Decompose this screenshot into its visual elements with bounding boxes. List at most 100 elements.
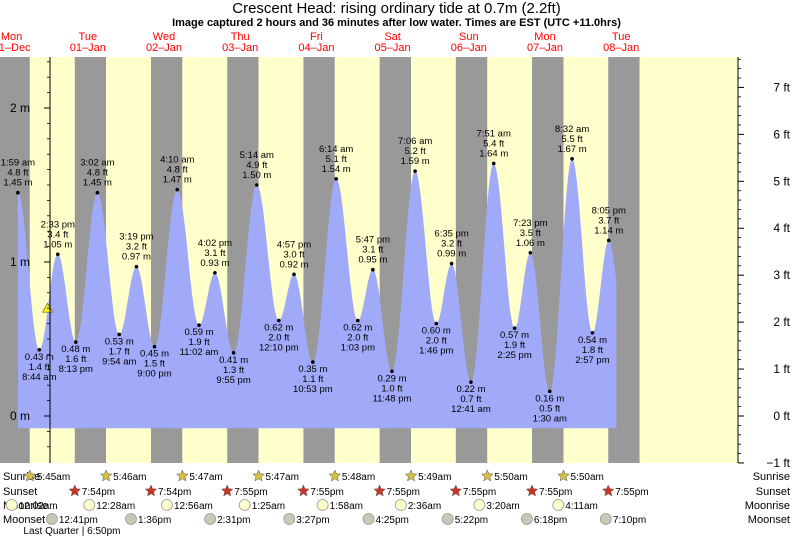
sunrise-icon <box>99 469 113 482</box>
sunset-icon <box>525 484 539 497</box>
moonrise-time: 2:36am <box>408 501 441 512</box>
moonset-icon <box>204 513 216 525</box>
tide-label: 0.60 m <box>422 326 451 337</box>
moonset-icon <box>45 513 58 525</box>
tide-label: 0.93 m <box>200 258 229 269</box>
right-tick-label: 2 ft <box>773 315 790 329</box>
tide-label: 2:25 pm <box>497 350 531 361</box>
tide-label: 1.7 ft <box>109 346 130 357</box>
moonrise-icon <box>473 499 486 511</box>
low-tide-point <box>512 326 517 331</box>
tide-label-group: 1:59 am4.8 ft1.45 m <box>1 158 35 189</box>
moonset-time: 1:36pm <box>138 515 171 526</box>
sunrise-icon <box>404 469 418 482</box>
tide-label: 1.59 m <box>401 156 430 167</box>
high-tide-point <box>413 169 417 173</box>
tide-label: 3:19 pm <box>119 232 153 243</box>
tide-label-group: 6:35 pm3.2 ft0.99 m <box>434 229 468 260</box>
tide-label: 3.7 ft <box>598 215 619 226</box>
day-date-label: 06–Jan <box>451 42 487 54</box>
day-band <box>639 57 738 463</box>
tide-label: 1:46 pm <box>419 346 453 357</box>
tide-label-group: 5:14 am4.9 ft1.50 m <box>240 150 274 181</box>
tide-label: 0.16 m <box>535 393 564 404</box>
right-tick-label: 0 ft <box>773 409 790 423</box>
tide-label: 0.45 m <box>140 349 169 360</box>
moonrise-time: 1:25am <box>252 501 285 512</box>
right-tick-label: 5 ft <box>773 174 790 188</box>
tide-label: 12:41 am <box>451 404 491 415</box>
tide-label: 0.22 m <box>456 384 485 395</box>
moonset-icon <box>283 513 296 525</box>
tide-label: 4.8 ft <box>7 168 28 179</box>
low-tide-point <box>117 332 122 337</box>
tide-label-group: 0.60 m2.0 ft1:46 pm <box>419 326 453 357</box>
sunrise-icon <box>480 469 494 482</box>
tide-label: 0.97 m <box>122 252 151 263</box>
low-tide-point <box>231 351 236 355</box>
sunset-icon <box>144 484 158 497</box>
moonrise-time: 1:58am <box>330 501 363 512</box>
tide-label-group: 0.62 m2.0 ft1:03 pm <box>341 323 375 354</box>
tide-label: 8:05 pm <box>592 205 626 216</box>
low-tide-point <box>152 344 157 349</box>
low-tide-point <box>356 318 360 323</box>
tide-label: 1.50 m <box>242 170 271 181</box>
low-tide-point <box>590 331 595 335</box>
tide-label: 4.8 ft <box>167 165 188 176</box>
day-name-label: Sat <box>384 31 401 43</box>
moonrise-icon <box>552 499 565 511</box>
tide-label: 2:33 pm <box>41 219 75 230</box>
tide-label: 1.67 m <box>558 144 587 155</box>
tide-label: 2:57 pm <box>575 355 609 366</box>
tide-label: 1.45 m <box>83 178 112 189</box>
high-tide-point <box>606 238 611 243</box>
sunset-time: 7:55pm <box>463 487 496 498</box>
sunset-time: 7:55pm <box>310 487 343 498</box>
tide-label: 4:57 pm <box>277 239 311 250</box>
high-tide-point <box>292 272 296 277</box>
sunset-time: 7:55pm <box>387 487 420 498</box>
day-name-label: Tue <box>612 31 631 43</box>
moonrise-icon <box>316 499 329 511</box>
row-label-right: Moonset <box>748 514 790 526</box>
tide-label: 1:03 pm <box>341 343 375 354</box>
high-tide-point <box>134 264 139 269</box>
tide-label: 11:48 pm <box>373 393 412 404</box>
day-date-label: 08–Jan <box>603 42 639 54</box>
tide-label: 1.64 m <box>479 148 508 159</box>
tide-markers <box>16 157 611 394</box>
tide-label: 3:02 am <box>80 158 114 169</box>
moonset-time: 2:31pm <box>217 515 250 526</box>
tide-label-group: 0.41 m1.3 ft9:55 pm <box>216 355 250 386</box>
row-label-right: Sunset <box>756 486 790 498</box>
tide-area <box>17 158 617 429</box>
chart-title: Crescent Head: rising ordinary tide at 0… <box>232 0 561 17</box>
sunset-time: 7:55pm <box>539 487 572 498</box>
tide-label-group: 0.45 m1.5 ft9:00 pm <box>137 349 171 380</box>
tide-label: 3.5 ft <box>520 228 541 239</box>
low-tide-point <box>37 347 42 352</box>
moon-phase-label: Last Quarter | 6:50pm <box>23 526 120 537</box>
tide-label: 9:00 pm <box>137 369 171 380</box>
tide-label: 0.62 m <box>343 323 372 334</box>
tide-label: 2.0 ft <box>426 336 447 347</box>
row-label-left: Sunset <box>3 486 37 498</box>
tide-label: 4.8 ft <box>87 168 108 179</box>
tide-label-group: 4:02 pm3.1 ft0.93 m <box>198 238 232 269</box>
sunrise-icon <box>557 469 570 482</box>
sunset-time: 7:54pm <box>158 487 191 498</box>
tide-label: 12:10 pm <box>259 343 299 354</box>
high-tide-point <box>175 187 180 192</box>
sunset-icon <box>449 484 463 497</box>
tide-label: 1.54 m <box>322 164 351 175</box>
tide-label: 1.9 ft <box>504 340 525 351</box>
high-tide-point <box>334 177 338 181</box>
tide-label-group: 0.53 m1.7 ft9:54 am <box>102 336 136 367</box>
moonrise-time: 12:02am <box>19 501 58 512</box>
sunset-icon <box>220 484 234 497</box>
tide-label: 8:13 pm <box>59 364 93 375</box>
high-tide-point <box>255 183 259 187</box>
